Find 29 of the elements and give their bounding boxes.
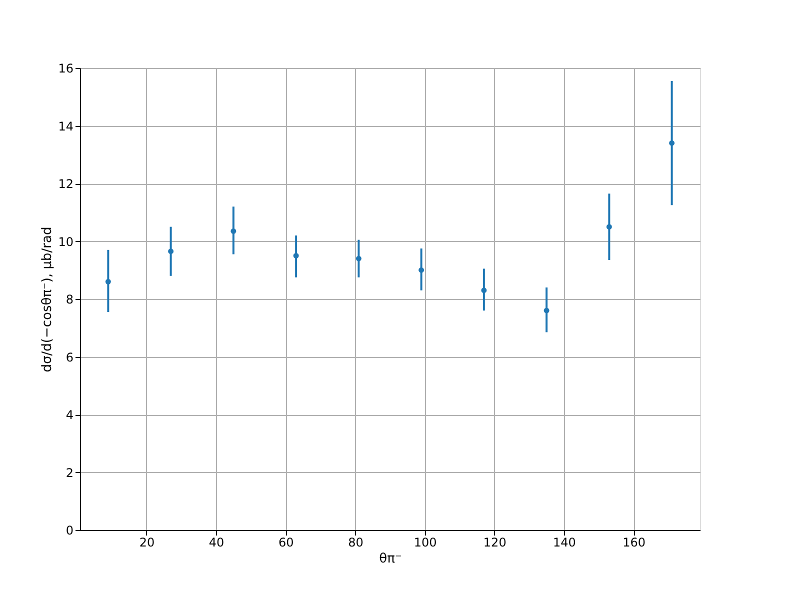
x-axis-title: θπ⁻	[379, 552, 402, 566]
x-tick-label: 100	[414, 536, 437, 550]
point	[105, 278, 111, 284]
point	[356, 256, 362, 262]
y-axis-title: dσ/d(−cosθπ⁻), μb/rad	[40, 226, 56, 372]
y-tick-label: 4	[66, 408, 74, 422]
x-tick-label: 120	[483, 536, 506, 550]
y-tick-label: 0	[66, 524, 74, 538]
x-tick-label: 80	[348, 536, 364, 550]
point	[230, 228, 236, 234]
y-tick-label: 8	[66, 292, 74, 306]
y-tick-label: 10	[58, 234, 74, 249]
y-tick-label: 6	[66, 350, 74, 364]
x-tick-label: 60	[278, 536, 294, 550]
point	[669, 140, 675, 146]
point	[606, 224, 612, 230]
x-tick-label: 140	[553, 536, 576, 550]
point	[481, 288, 487, 294]
x-tick-label: 20	[139, 536, 155, 550]
x-tick-label: 40	[208, 536, 224, 550]
y-tick-label: 12	[58, 177, 74, 191]
point	[544, 308, 550, 314]
y-tick-label: 2	[66, 466, 74, 480]
point	[418, 267, 424, 273]
point	[293, 252, 299, 258]
y-tick-label: 16	[58, 62, 74, 76]
x-tick-label: 160	[622, 536, 646, 550]
y-tick-label: 14	[58, 119, 74, 134]
point	[168, 248, 174, 254]
